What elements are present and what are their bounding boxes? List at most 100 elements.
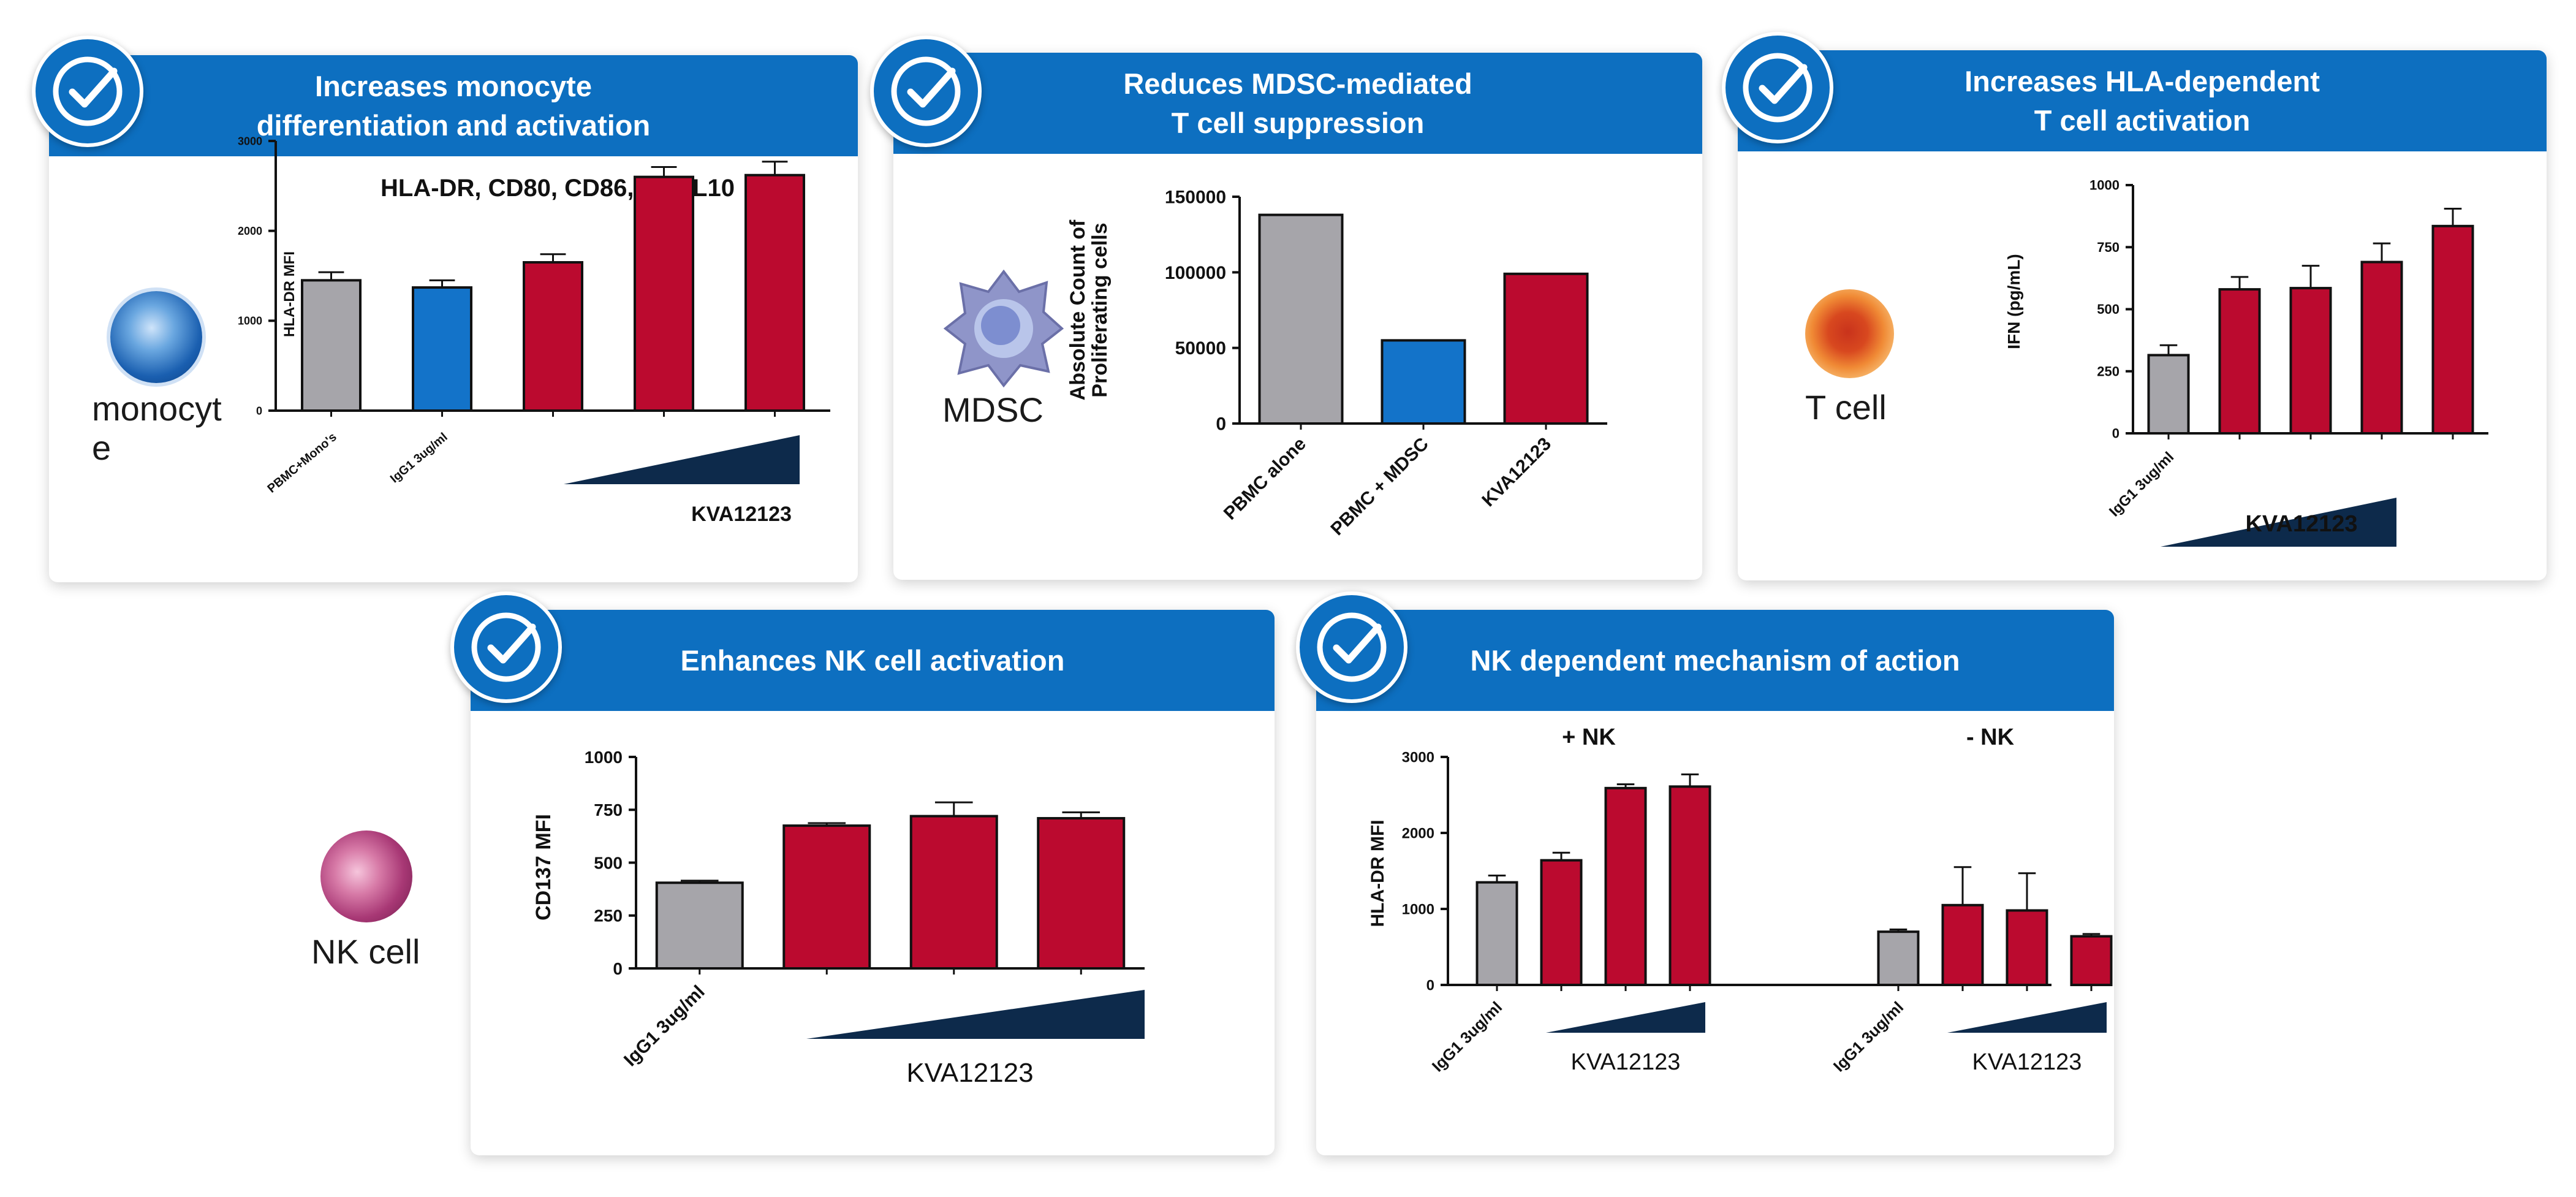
x-tick-label: PBMC + MDSC bbox=[1327, 434, 1433, 539]
x-tick-label: IgG1 3ug/ml bbox=[620, 982, 709, 1071]
panel-monocyte: Increases monocyte differentiation and a… bbox=[49, 55, 858, 582]
bar bbox=[1941, 903, 1984, 986]
bar bbox=[1540, 859, 1583, 987]
bar bbox=[1604, 786, 1647, 986]
y-tick-label: 2000 bbox=[1402, 825, 1434, 842]
dose-label: KVA12123 bbox=[1972, 1049, 2082, 1075]
bar bbox=[1476, 881, 1518, 986]
y-axis-label: CD137 MFI bbox=[532, 814, 555, 921]
y-tick-label: 100000 bbox=[1165, 263, 1226, 283]
cell-label: monocyt e bbox=[92, 389, 222, 467]
group-label: + NK bbox=[1562, 724, 1616, 750]
panel-title: Enhances NK cell activation bbox=[471, 610, 1275, 711]
check-badge-icon bbox=[1296, 591, 1407, 703]
bar bbox=[412, 286, 472, 412]
y-tick-label: 1000 bbox=[1402, 901, 1434, 918]
y-tick-label: 750 bbox=[2097, 240, 2120, 255]
bar bbox=[1258, 213, 1344, 425]
y-tick-label: 1000 bbox=[585, 748, 623, 767]
check-badge-icon bbox=[32, 36, 143, 147]
y-axis-label: HLA-DR MFI bbox=[281, 251, 298, 337]
y-tick-label: 3000 bbox=[238, 135, 262, 147]
bar bbox=[2289, 287, 2332, 435]
bar bbox=[523, 261, 583, 412]
y-tick-label: 250 bbox=[2097, 363, 2120, 379]
y-tick-label: 750 bbox=[594, 800, 623, 819]
dose-ramp bbox=[1546, 1002, 1705, 1033]
panel-mdsc: Reduces MDSC-mediated T cell suppression… bbox=[893, 53, 1702, 580]
bar bbox=[1503, 272, 1589, 425]
y-tick-label: 2000 bbox=[238, 225, 262, 237]
y-tick-label: 500 bbox=[2097, 302, 2120, 317]
bar bbox=[2147, 354, 2190, 435]
y-tick-label: 0 bbox=[1216, 414, 1226, 435]
x-tick-label: IgG1 3ug/ml bbox=[2106, 449, 2177, 520]
bar bbox=[655, 881, 744, 970]
bar bbox=[2431, 224, 2474, 435]
cell-label: NK cell bbox=[311, 932, 420, 971]
dose-label: KVA12123 bbox=[2245, 511, 2357, 537]
y-tick-label: 1000 bbox=[2089, 178, 2120, 193]
check-badge-icon bbox=[1722, 32, 1833, 143]
y-axis-label: Proliferating cells bbox=[1088, 222, 1112, 397]
panel-nk-cell: Enhances NK cell activation NK cell 0 250… bbox=[311, 610, 1275, 1155]
panel-nk-mechanism: NK dependent mechanism of action 0 1000 20… bbox=[1316, 610, 2114, 1155]
dose-ramp bbox=[564, 435, 800, 484]
dose-ramp bbox=[1947, 1002, 2107, 1033]
panel-title: NK dependent mechanism of action bbox=[1316, 610, 2114, 711]
panel-title: Increases HLA-dependent T cell activatio… bbox=[1738, 50, 2547, 151]
t-cell-icon bbox=[1805, 289, 1894, 378]
dose-ramp bbox=[806, 990, 1145, 1039]
dose-label: KVA12123 bbox=[1571, 1049, 1681, 1075]
check-badge-icon bbox=[450, 591, 562, 703]
y-tick-label: 500 bbox=[594, 853, 623, 872]
bar bbox=[782, 824, 871, 970]
bar bbox=[1669, 785, 1711, 986]
bar bbox=[1381, 339, 1466, 425]
bar bbox=[2360, 260, 2403, 435]
bar bbox=[2218, 288, 2261, 435]
bar bbox=[301, 279, 362, 412]
y-axis-label: Absolute Count of bbox=[1066, 219, 1089, 400]
panel-title: Increases monocyte differentiation and a… bbox=[49, 55, 858, 156]
x-tick-label: PBMC+Mono's bbox=[265, 430, 339, 496]
y-tick-label: 0 bbox=[256, 405, 262, 417]
panel-title: Reduces MDSC-mediated T cell suppression bbox=[893, 53, 1702, 154]
group-label: - NK bbox=[1966, 724, 2015, 750]
bar bbox=[909, 815, 998, 970]
bar bbox=[2070, 935, 2113, 987]
x-tick-label: KVA12123 bbox=[1478, 434, 1555, 511]
dose-label: KVA12123 bbox=[906, 1058, 1033, 1088]
y-tick-label: 50000 bbox=[1175, 338, 1226, 359]
chart-p5: 0 1000 2000 3000 HLA-DR MFI IgG1 3ug/ml + NK KV… bbox=[1368, 724, 2113, 1075]
cell-label: T cell bbox=[1805, 388, 1887, 427]
y-tick-label: 0 bbox=[1426, 977, 1434, 994]
y-tick-label: 1000 bbox=[238, 315, 262, 327]
y-tick-label: 0 bbox=[613, 959, 623, 978]
bar bbox=[2006, 909, 2048, 987]
dose-label: KVA12123 bbox=[691, 503, 792, 526]
bar bbox=[634, 175, 694, 412]
y-tick-label: 250 bbox=[594, 906, 623, 925]
bar bbox=[1037, 817, 1126, 970]
chart-p2: 0 50000 100000 150000 Absolute Count ofProli… bbox=[1066, 188, 1607, 539]
y-axis-label: IFN (pg/mL) bbox=[2004, 254, 2023, 349]
y-axis-label: HLA-DR MFI bbox=[1368, 820, 1388, 927]
x-tick-label: IgG1 3ug/ml bbox=[1428, 998, 1506, 1075]
y-tick-label: 150000 bbox=[1165, 188, 1226, 208]
nk-cell-icon bbox=[320, 830, 412, 922]
bar bbox=[744, 173, 805, 412]
y-tick-label: 3000 bbox=[1402, 749, 1434, 766]
x-tick-label: IgG1 3ug/ml bbox=[1830, 998, 1907, 1075]
chart-p3: 0 250 500 750 1000 IFN (pg/mL) IgG1 3ug/ml KVA1… bbox=[2004, 178, 2488, 547]
cell-label: MDSC bbox=[942, 390, 1044, 429]
mdsc-icon bbox=[943, 269, 1064, 388]
y-tick-label: 0 bbox=[2112, 426, 2120, 441]
chart-p4: 0 250 500 750 1000 CD137 MFI IgG1 3ug/ml KVA121… bbox=[532, 748, 1145, 1088]
x-tick-label: IgG1 3ug/ml bbox=[388, 430, 450, 485]
x-tick-label: PBMC alone bbox=[1220, 434, 1310, 524]
bar bbox=[1877, 930, 1920, 987]
check-badge-icon bbox=[870, 36, 982, 147]
dose-ramp bbox=[2161, 498, 2396, 547]
